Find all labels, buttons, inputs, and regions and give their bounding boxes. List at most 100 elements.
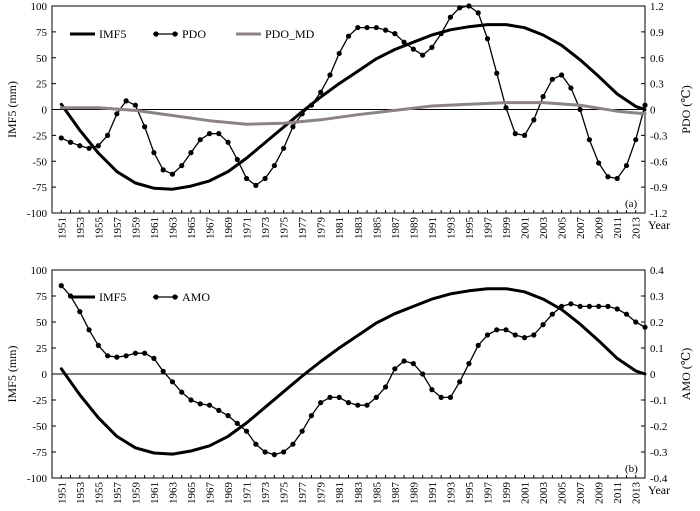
series-pdo-point xyxy=(633,137,639,143)
series-pdo-group xyxy=(58,3,648,188)
series-pdo-point xyxy=(67,139,74,145)
series-amo-point xyxy=(540,322,546,328)
y2-tick-label: 0 xyxy=(650,105,656,117)
series-pdo-point xyxy=(429,44,435,51)
y-axis-title: IMF5 (mm) xyxy=(5,345,19,402)
series-amo-point xyxy=(429,387,435,393)
series-pdo-point xyxy=(299,111,305,117)
y-tick-label: 0 xyxy=(42,105,48,117)
series-pdo-point xyxy=(568,85,574,91)
x-tick-label: 1977 xyxy=(297,217,309,240)
y-tick-label: 0 xyxy=(42,369,48,381)
x-tick-label: 1955 xyxy=(93,217,105,240)
legend-imf5-label: IMF5 xyxy=(99,27,126,41)
series-amo-point xyxy=(614,306,620,312)
series-amo-point xyxy=(355,402,361,408)
series-amo-point xyxy=(290,441,296,447)
series-pdo-point xyxy=(216,131,222,137)
x-tick-label: 1961 xyxy=(149,217,161,239)
x-tick-label: 2011 xyxy=(612,482,624,504)
x-tick-label: 1967 xyxy=(205,482,217,505)
series-amo-point xyxy=(86,327,92,333)
x-tick-label: 1983 xyxy=(353,217,365,240)
series-pdo-point xyxy=(197,137,203,143)
series-imf5-group xyxy=(59,287,647,456)
series-pdo-point xyxy=(142,124,148,130)
x-tick-label: 1987 xyxy=(390,482,402,505)
series-pdo-point xyxy=(457,5,463,11)
legend-pdo-marker xyxy=(172,31,178,37)
series-amo-point xyxy=(104,353,111,359)
series-pdo-point xyxy=(438,30,444,37)
legend-pdo-md-label: PDO_MD xyxy=(265,27,315,41)
y-tick-label: -100 xyxy=(27,473,48,485)
x-tick-label: 1973 xyxy=(260,217,272,240)
series-pdo-point xyxy=(401,39,407,45)
series-imf5-line xyxy=(59,23,647,191)
series-pdo-point xyxy=(206,131,213,137)
x-tick-label: 1967 xyxy=(205,217,217,240)
series-amo-point xyxy=(605,303,611,309)
series-pdo-point xyxy=(86,145,92,151)
series-amo-point xyxy=(77,309,83,315)
x-tick-label: 2009 xyxy=(594,482,606,505)
series-amo-point xyxy=(531,332,537,338)
y2-tick-label: 0.4 xyxy=(650,265,664,277)
series-amo-point xyxy=(438,394,444,400)
series-amo-point xyxy=(521,335,528,341)
series-pdo-md-line xyxy=(59,101,647,126)
x-tick-label: 1983 xyxy=(353,482,365,505)
y-tick-label: 50 xyxy=(36,317,48,329)
x-tick-label: 1971 xyxy=(242,217,254,239)
y2-axis-title: PDO (℃) xyxy=(679,85,693,133)
x-tick-label: 1969 xyxy=(223,482,235,505)
series-pdo-point xyxy=(318,89,324,95)
y-axis-title: IMF5 (mm) xyxy=(5,81,19,138)
y-tick-label: 100 xyxy=(31,1,48,13)
x-tick-label: 1953 xyxy=(75,482,87,505)
y2-tick-label: -0.1 xyxy=(650,395,667,407)
series-amo-point xyxy=(114,354,120,360)
series-amo-point xyxy=(243,428,250,434)
x-tick-label: 2007 xyxy=(575,482,587,505)
legend-amo-label: AMO xyxy=(182,290,210,304)
series-amo-point xyxy=(596,303,602,309)
series-pdo-point xyxy=(151,150,157,156)
series-amo-point xyxy=(364,402,370,408)
series-amo-point xyxy=(512,332,518,338)
y2-tick-label: 0.2 xyxy=(650,317,664,329)
series-imf5-group xyxy=(59,23,647,191)
y2-tick-label: 0.1 xyxy=(650,343,664,355)
series-pdo-point xyxy=(77,143,83,149)
x-axis-title: Year xyxy=(648,218,670,232)
x-tick-label: 1975 xyxy=(279,217,291,240)
series-pdo-point xyxy=(605,174,611,180)
x-tick-label: 1951 xyxy=(56,217,68,239)
series-pdo-point xyxy=(512,131,518,137)
y2-tick-label: -0.9 xyxy=(650,182,668,194)
series-amo-point xyxy=(475,342,481,348)
x-tick-label: 2013 xyxy=(631,217,643,240)
x-tick-label: 2005 xyxy=(557,217,569,240)
series-pdo-point xyxy=(336,50,342,57)
x-tick-label: 1999 xyxy=(501,217,513,240)
x-tick-label: 1975 xyxy=(279,482,291,505)
series-amo-point xyxy=(494,327,500,333)
x-tick-label: 1981 xyxy=(334,217,346,239)
x-tick-label: 1989 xyxy=(408,217,420,240)
y-tick-label: 25 xyxy=(36,79,48,91)
series-amo-point xyxy=(253,441,259,447)
series-pdo-point xyxy=(521,132,528,138)
series-amo-point xyxy=(179,389,185,395)
y2-tick-label: 1.2 xyxy=(650,1,664,13)
series-amo-point xyxy=(327,394,333,400)
series-pdo-point xyxy=(104,132,111,138)
series-pdo-point xyxy=(586,137,593,143)
series-pdo-line xyxy=(61,5,646,187)
series-imf5-line xyxy=(59,287,647,456)
x-tick-label: 2005 xyxy=(557,482,569,505)
x-tick-label: 1993 xyxy=(445,217,457,240)
series-pdo-point xyxy=(262,175,268,182)
x-tick-label: 1969 xyxy=(223,217,235,240)
